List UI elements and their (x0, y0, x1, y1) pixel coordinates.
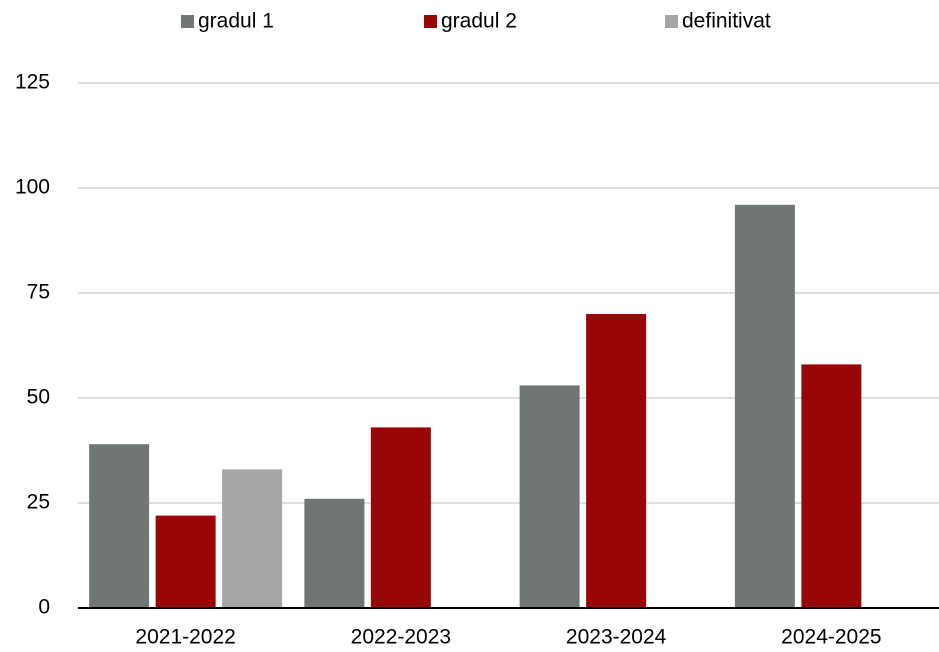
bar (304, 498, 365, 608)
y-tick-label: 75 (27, 281, 50, 304)
y-tick-label: 25 (27, 491, 50, 514)
legend-label: gradul 1 (198, 10, 274, 33)
x-tick-label: 2021-2022 (135, 626, 235, 649)
legend-swatch (424, 15, 437, 28)
bar (801, 364, 862, 608)
bar (734, 204, 795, 609)
bar (586, 314, 647, 608)
legend-swatch (665, 15, 678, 28)
y-tick-label: 100 (15, 176, 50, 199)
bar (89, 444, 150, 608)
legend-swatch (181, 15, 194, 28)
x-tick-label: 2023-2024 (566, 626, 667, 649)
bar (519, 385, 580, 608)
bar (155, 515, 216, 608)
x-tick-label: 2022-2023 (351, 626, 451, 649)
legend-label: gradul 2 (441, 10, 517, 33)
legend-label: definitivat (682, 10, 771, 33)
bar (222, 469, 283, 608)
y-tick-label: 0 (38, 596, 50, 619)
y-tick-label: 50 (27, 386, 50, 409)
y-tick-label: 125 (15, 71, 50, 94)
x-tick-label: 2024-2025 (781, 626, 881, 649)
bar (370, 427, 431, 608)
